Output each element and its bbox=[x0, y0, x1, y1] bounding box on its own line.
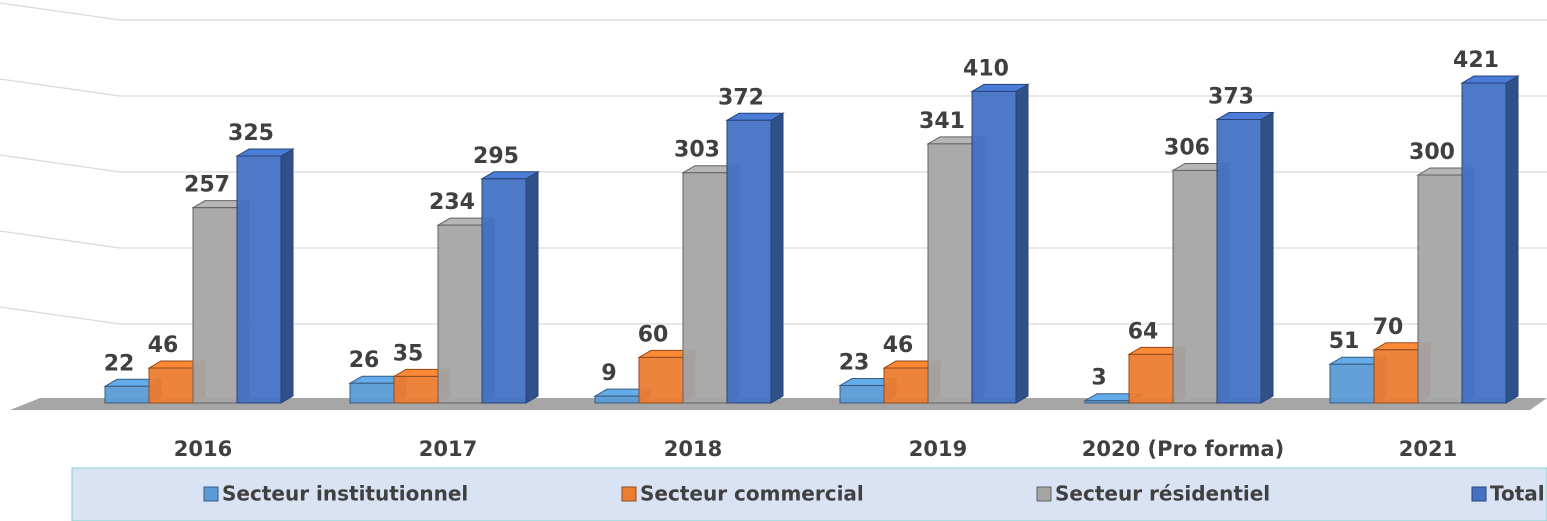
data-label: 9 bbox=[601, 361, 616, 386]
bar bbox=[1216, 119, 1262, 404]
legend-label: Secteur résidentiel bbox=[1055, 482, 1270, 506]
bar-group bbox=[480, 170, 540, 404]
x-tick-label: 2019 bbox=[909, 437, 967, 461]
bar bbox=[481, 178, 527, 404]
data-label: 60 bbox=[638, 322, 669, 347]
legend-swatch bbox=[203, 486, 219, 502]
data-label: 51 bbox=[1329, 329, 1360, 354]
bar bbox=[1373, 349, 1419, 404]
data-label: 257 bbox=[184, 173, 230, 198]
bar bbox=[594, 395, 640, 404]
bar bbox=[1128, 353, 1174, 404]
bar-side bbox=[280, 148, 294, 404]
grid-line bbox=[0, 306, 1547, 325]
bar-side bbox=[1260, 111, 1274, 404]
legend-label: Secteur institutionnel bbox=[222, 482, 468, 506]
bar bbox=[971, 90, 1017, 404]
x-tick-label: 2020 (Pro forma) bbox=[1082, 437, 1284, 461]
legend-swatch bbox=[621, 486, 637, 502]
grid-line bbox=[0, 78, 1547, 97]
bar bbox=[192, 207, 238, 404]
data-label: 35 bbox=[393, 341, 424, 366]
legend-box bbox=[71, 467, 1547, 521]
grid-line bbox=[0, 2, 1547, 21]
bar bbox=[1461, 82, 1507, 404]
data-label: 46 bbox=[148, 333, 179, 358]
bar bbox=[437, 224, 483, 404]
data-label: 303 bbox=[674, 138, 720, 163]
bar bbox=[1417, 174, 1463, 404]
legend-label: Secteur commercial bbox=[640, 482, 864, 506]
grid-line bbox=[0, 154, 1547, 173]
bar-group bbox=[235, 148, 295, 404]
bar bbox=[393, 375, 439, 404]
data-label: 341 bbox=[919, 109, 965, 134]
x-tick-label: 2021 bbox=[1399, 437, 1457, 461]
data-label: 70 bbox=[1373, 315, 1404, 340]
data-label: 23 bbox=[839, 351, 870, 376]
data-label: 22 bbox=[104, 351, 135, 376]
bar bbox=[682, 172, 728, 404]
bar bbox=[726, 119, 772, 404]
bar bbox=[883, 367, 929, 404]
data-label: 306 bbox=[1164, 135, 1210, 160]
data-label: 64 bbox=[1128, 319, 1159, 344]
data-label: 46 bbox=[883, 333, 914, 358]
bar bbox=[104, 385, 150, 404]
data-label: 234 bbox=[429, 190, 475, 215]
bar bbox=[1329, 363, 1375, 404]
bar-group bbox=[1215, 111, 1275, 404]
bar bbox=[236, 155, 282, 404]
bar bbox=[1084, 400, 1130, 404]
bar-side bbox=[770, 112, 784, 404]
data-label: 26 bbox=[349, 348, 380, 373]
data-label: 325 bbox=[228, 121, 274, 146]
data-label: 300 bbox=[1409, 140, 1455, 165]
data-label: 373 bbox=[1208, 85, 1254, 110]
x-tick-label: 2016 bbox=[174, 437, 232, 461]
bar-side bbox=[525, 170, 539, 404]
legend-swatch bbox=[1036, 486, 1052, 502]
bar-group bbox=[1460, 75, 1520, 404]
bar-side bbox=[1015, 83, 1029, 404]
bar-side bbox=[1505, 75, 1519, 404]
x-tick-label: 2017 bbox=[419, 437, 477, 461]
data-label: 295 bbox=[473, 144, 519, 169]
bar bbox=[839, 385, 885, 404]
data-label: 410 bbox=[963, 56, 1009, 81]
data-label: 3 bbox=[1091, 366, 1106, 391]
grid-line bbox=[0, 230, 1547, 249]
data-label: 372 bbox=[718, 85, 764, 110]
bar bbox=[638, 356, 684, 404]
bar-group bbox=[1127, 346, 1187, 404]
legend-label: Total bbox=[1490, 482, 1545, 506]
bar-group bbox=[970, 83, 1030, 404]
x-tick-label: 2018 bbox=[664, 437, 722, 461]
bar-group bbox=[725, 112, 785, 404]
data-label: 421 bbox=[1453, 48, 1499, 73]
bar bbox=[927, 143, 973, 404]
legend-swatch bbox=[1471, 486, 1487, 502]
bar bbox=[349, 382, 395, 404]
bar bbox=[148, 367, 194, 404]
bar bbox=[1172, 169, 1218, 404]
